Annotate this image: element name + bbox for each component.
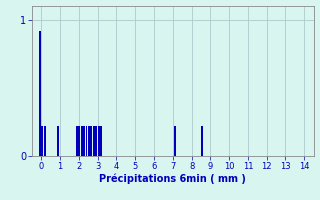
Bar — [93, 126, 95, 156]
Bar — [44, 126, 46, 156]
Bar — [90, 126, 92, 156]
Bar — [98, 126, 100, 156]
Bar — [57, 126, 59, 156]
Bar — [78, 126, 80, 156]
Bar — [41, 126, 43, 156]
Bar — [76, 126, 78, 156]
X-axis label: Précipitations 6min ( mm ): Précipitations 6min ( mm ) — [100, 173, 246, 184]
Bar — [81, 126, 83, 156]
Bar — [100, 126, 102, 156]
Bar — [83, 126, 85, 156]
Bar — [39, 31, 41, 156]
Bar — [88, 126, 90, 156]
Bar — [174, 126, 176, 156]
Bar — [201, 126, 203, 156]
Bar — [95, 126, 97, 156]
Bar — [85, 126, 87, 156]
